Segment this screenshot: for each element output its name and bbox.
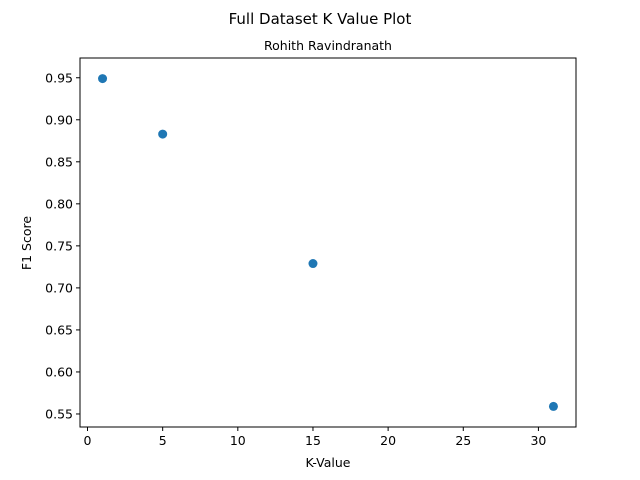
y-tick-label: 0.60 — [45, 364, 73, 379]
x-axis-label: K-Value — [306, 455, 351, 470]
data-point — [548, 401, 558, 411]
data-points — [98, 74, 558, 411]
y-tick-label: 0.75 — [45, 238, 73, 253]
plot-frame — [79, 57, 577, 428]
x-tick-label: 10 — [230, 433, 246, 448]
data-point — [308, 259, 318, 269]
y-axis-label: F1 Score — [19, 216, 34, 270]
x-tick-label: 15 — [305, 433, 321, 448]
x-axis: 0 5 10 15 20 25 30 — [84, 427, 546, 448]
y-tick-label: 0.95 — [45, 70, 73, 85]
x-tick-label: 5 — [159, 433, 167, 448]
x-tick-label: 20 — [380, 433, 396, 448]
y-tick-label: 0.55 — [45, 406, 73, 421]
y-tick-label: 0.90 — [45, 112, 73, 127]
x-tick-label: 0 — [84, 433, 92, 448]
x-tick-label: 30 — [530, 433, 546, 448]
chart-title: Full Dataset K Value Plot — [229, 10, 412, 28]
x-tick-label: 25 — [455, 433, 471, 448]
y-tick-label: 0.85 — [45, 154, 73, 169]
plot-area: 0 5 10 15 20 25 30 0.55 0.60 0.65 0.70 0.75 0.80 0.8… — [45, 57, 577, 448]
y-tick-label: 0.70 — [45, 280, 73, 295]
data-point — [158, 129, 168, 139]
y-tick-label: 0.80 — [45, 196, 73, 211]
chart-subtitle: Rohith Ravindranath — [264, 38, 392, 53]
y-axis: 0.55 0.60 0.65 0.70 0.75 0.80 0.85 0.90 0.95 — [45, 70, 80, 421]
y-tick-label: 0.65 — [45, 322, 73, 337]
data-point — [98, 74, 108, 84]
